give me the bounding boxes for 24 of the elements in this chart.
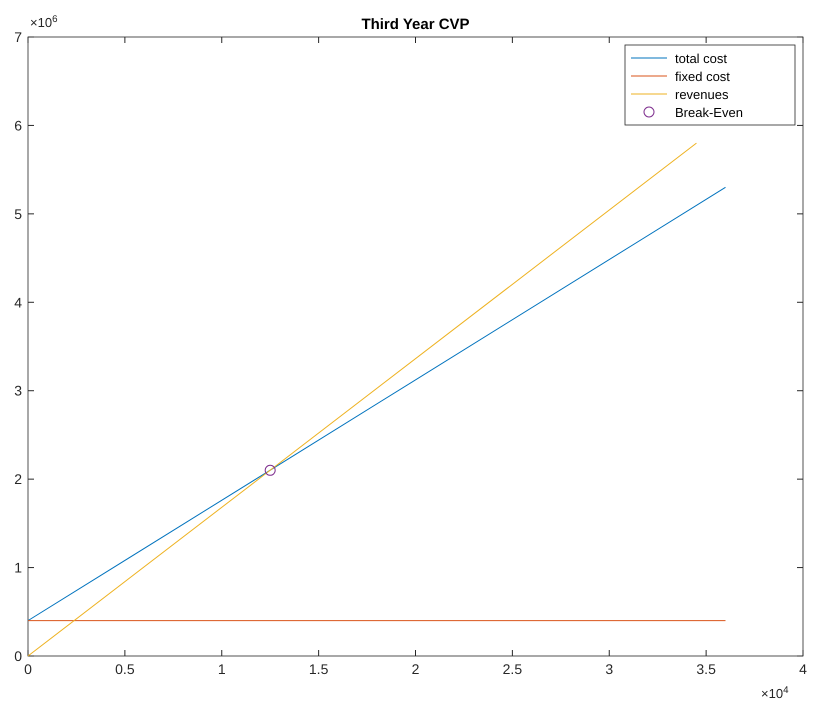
x-tick-label: 4: [799, 661, 808, 677]
legend-label: fixed cost: [675, 69, 730, 84]
y-tick-label: 3: [14, 382, 22, 399]
legend-label: Break-Even: [675, 105, 743, 120]
x-tick-label: 3.5: [696, 661, 716, 677]
text: ×10$^{6}$: [30, 14, 58, 30]
y-tick-label: 5: [14, 206, 22, 222]
x-tick-label: 3: [605, 661, 614, 677]
y-tick-label: 2: [14, 471, 22, 488]
x-tick-label: 1: [218, 661, 226, 677]
legend-label: total cost: [675, 51, 728, 66]
y-tick-label: 1: [14, 560, 22, 576]
y-tick-label: 7: [14, 29, 22, 45]
y-tick-label: 4: [14, 294, 22, 310]
x-tick-label: 2: [412, 661, 420, 677]
x-tick-label: 2.5: [502, 661, 522, 677]
x-tick-label: 0: [24, 661, 32, 677]
chart-title: Third Year CVP: [361, 16, 470, 33]
text: ×10$^{4}$: [761, 684, 790, 701]
y-tick-label: 6: [14, 117, 22, 134]
x-tick-label: 0.5: [115, 661, 135, 677]
x-tick-label: 1.5: [308, 661, 329, 677]
y-tick-label: 0: [14, 648, 22, 664]
legend-label: revenues: [675, 87, 729, 102]
